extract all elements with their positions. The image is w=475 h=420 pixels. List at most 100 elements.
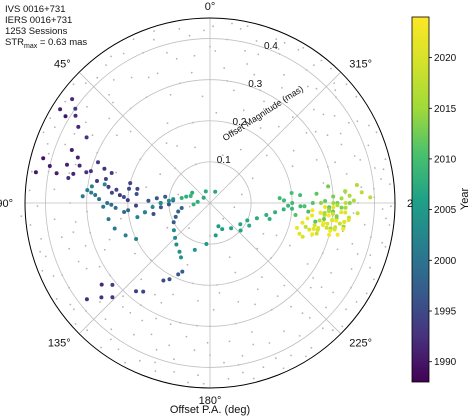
data-point [89,184,94,189]
background-point [261,276,263,278]
background-point [166,122,169,124]
colorbar-tick-label: 2010 [434,154,457,165]
background-point [197,300,199,302]
angular-grid-line [78,71,211,204]
background-point [331,329,334,332]
data-point [335,232,340,237]
data-point [300,220,305,225]
data-point [114,187,119,192]
data-point [238,222,243,227]
data-point [96,160,100,165]
background-point [369,266,371,269]
background-point [188,205,191,208]
background-point [240,193,243,196]
background-point [187,381,189,384]
background-point [363,223,366,226]
background-point [138,359,141,362]
background-point [320,286,323,288]
background-point [152,38,155,41]
data-point [171,220,176,225]
background-point [206,341,209,344]
background-point [46,143,49,145]
background-point [122,52,125,55]
background-point [178,28,181,30]
data-point [342,219,347,224]
radial-axis-label: Offset Magnitude (mas) [221,84,305,144]
background-point [333,82,336,84]
data-point [310,213,314,218]
background-point [384,158,387,161]
data-point [166,202,171,207]
angle-tick-label: 135° [48,337,71,349]
background-point [47,152,50,155]
data-point [76,124,81,129]
background-point [256,247,259,250]
background-point [194,146,197,149]
background-point [49,117,52,119]
data-point [106,184,111,189]
background-point [117,348,120,351]
data-point [179,255,183,260]
data-point [290,201,295,205]
background-point [345,308,347,311]
radial-tick-label: 0.4 [264,41,278,52]
data-point [293,213,298,217]
background-point [390,205,392,208]
background-point [305,355,307,358]
data-point [314,231,319,236]
background-point [252,343,255,346]
data-point [325,221,330,226]
background-point [309,286,312,289]
background-point [353,155,356,157]
data-point [339,196,344,201]
data-point [158,201,163,205]
background-point [314,130,317,133]
radial-tick-label: 0.1 [217,155,231,166]
data-point [331,201,336,205]
background-point [381,208,384,210]
data-point [141,289,146,294]
data-point [80,194,85,199]
background-point [221,154,224,157]
background-point [186,263,189,266]
data-point [319,201,323,205]
data-point [135,186,140,191]
data-point [330,218,335,223]
background-point [129,130,132,133]
background-point [91,134,94,137]
data-point [173,214,178,219]
data-point [247,223,252,228]
background-point [120,217,122,220]
background-point [356,253,359,255]
str-subscript: max [24,42,38,50]
background-point [289,244,291,247]
data-point [167,277,172,282]
background-point [310,346,313,349]
background-point [108,93,110,96]
background-point [385,217,387,220]
background-point [315,87,318,90]
data-point [334,218,339,223]
background-point [334,161,336,164]
data-point [195,199,200,204]
data-point [307,227,312,232]
angular-grid-line [78,202,211,335]
background-point [154,293,156,296]
background-point [277,125,280,128]
data-point [310,232,315,237]
data-point [110,295,115,300]
data-point [267,217,272,221]
background-point [132,38,135,40]
angle-tick-label: 315° [349,59,372,71]
background-point [193,54,196,57]
data-point [245,218,250,223]
angular-grid-line [209,71,342,204]
colorbar-ticks: 1990 1995 2000 2005 2010 2015 2020 [429,53,457,368]
background-point [41,269,44,272]
background-point [175,57,178,60]
background-point [173,358,175,361]
background-point [84,82,87,84]
data-point [84,297,89,302]
background-point [222,217,225,220]
background-point [197,374,199,377]
